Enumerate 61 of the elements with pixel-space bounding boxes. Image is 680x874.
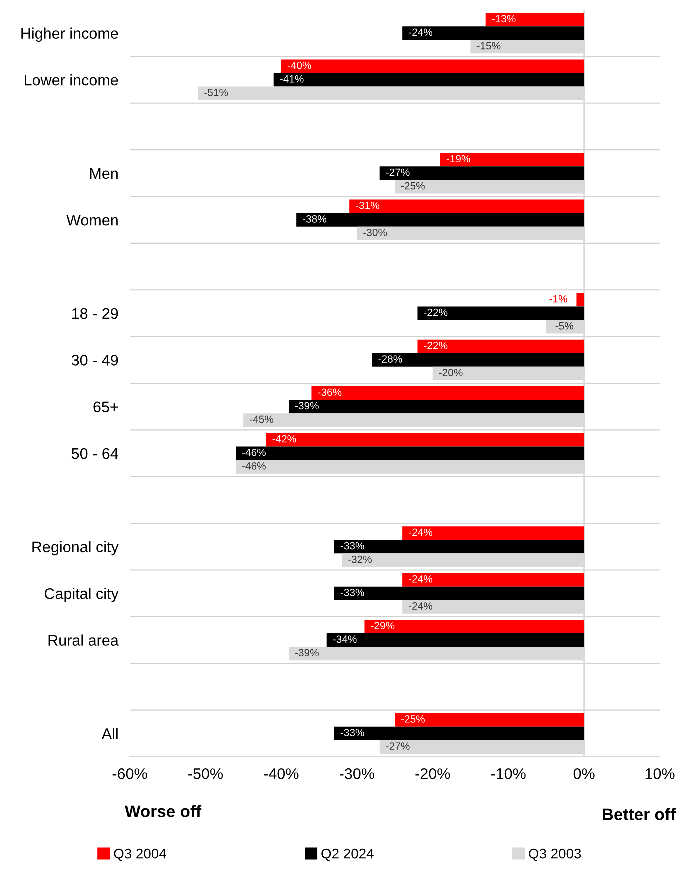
data-label: -40%	[288, 62, 312, 70]
data-label: -33%	[340, 729, 364, 736]
y-tick-label: Women	[66, 215, 118, 226]
data-label: -24%	[409, 528, 433, 536]
x-tick-label: -50%	[188, 768, 224, 780]
data-label: -31%	[356, 202, 380, 210]
legend-label: Q3 2004	[114, 848, 166, 862]
text: Better off	[603, 808, 676, 820]
data-label: -27%	[386, 742, 410, 750]
data-label: -25%	[401, 182, 425, 190]
data-label: -28%	[378, 356, 402, 363]
data-label: -39%	[295, 649, 319, 657]
data-label: -36%	[318, 388, 342, 396]
x-tick-label: 10%	[646, 768, 675, 780]
data-label: -33%	[340, 542, 364, 550]
legend-label: Q2 2024	[322, 848, 374, 862]
y-tick-label: Capital city	[44, 588, 119, 602]
y-tick-label: Regional city	[32, 541, 119, 556]
x-tick-label: -60%	[112, 768, 148, 780]
legend-label: Q3 2003	[529, 848, 582, 862]
data-label: -5%	[556, 322, 574, 330]
y-tick-label: Men	[90, 168, 118, 180]
x-tick-label: -10%	[491, 768, 526, 780]
y-tick-label: 30 - 49	[72, 355, 118, 366]
data-label: -46%	[242, 448, 266, 456]
y-tick-label: 18 - 29	[72, 308, 118, 320]
data-label: -22%	[424, 308, 448, 316]
data-label: -30%	[364, 229, 388, 236]
data-label: -41%	[280, 75, 304, 83]
data-label: -33%	[340, 589, 364, 596]
data-label: -34%	[333, 636, 357, 644]
y-tick-label: 65+	[94, 402, 118, 413]
data-label: -13%	[492, 15, 516, 23]
data-label: -24%	[409, 602, 433, 610]
y-tick-label: Rural area	[48, 634, 119, 646]
x-tick-label: -20%	[416, 768, 450, 780]
data-label: -32%	[348, 556, 372, 564]
x-tick-label: 0%	[574, 768, 595, 780]
y-tick-label: Lower income	[25, 74, 118, 86]
data-label: -38%	[303, 216, 327, 223]
data-label: -15%	[477, 42, 501, 50]
x-tick-label: -30%	[340, 768, 374, 780]
text: Worse off	[125, 805, 202, 818]
data-label: -24%	[409, 28, 433, 36]
data-label: -24%	[409, 575, 433, 583]
data-label: -42%	[272, 435, 296, 443]
data-label: -29%	[371, 622, 395, 630]
data-label: -19%	[446, 155, 470, 163]
data-label: -22%	[424, 342, 448, 350]
data-label: -51%	[204, 89, 228, 96]
data-label: -45%	[250, 416, 274, 424]
x-tick-label: -40%	[264, 768, 299, 780]
data-label: -20%	[439, 369, 463, 376]
y-tick-label: All	[102, 728, 118, 740]
data-label: -1%	[550, 295, 568, 303]
data-label: -39%	[295, 402, 319, 410]
y-tick-label: Higher income	[22, 28, 118, 42]
data-label: -25%	[401, 716, 425, 723]
y-tick-label: 50 - 64	[72, 448, 118, 460]
data-label: -27%	[386, 168, 410, 176]
data-label: -46%	[242, 462, 266, 470]
